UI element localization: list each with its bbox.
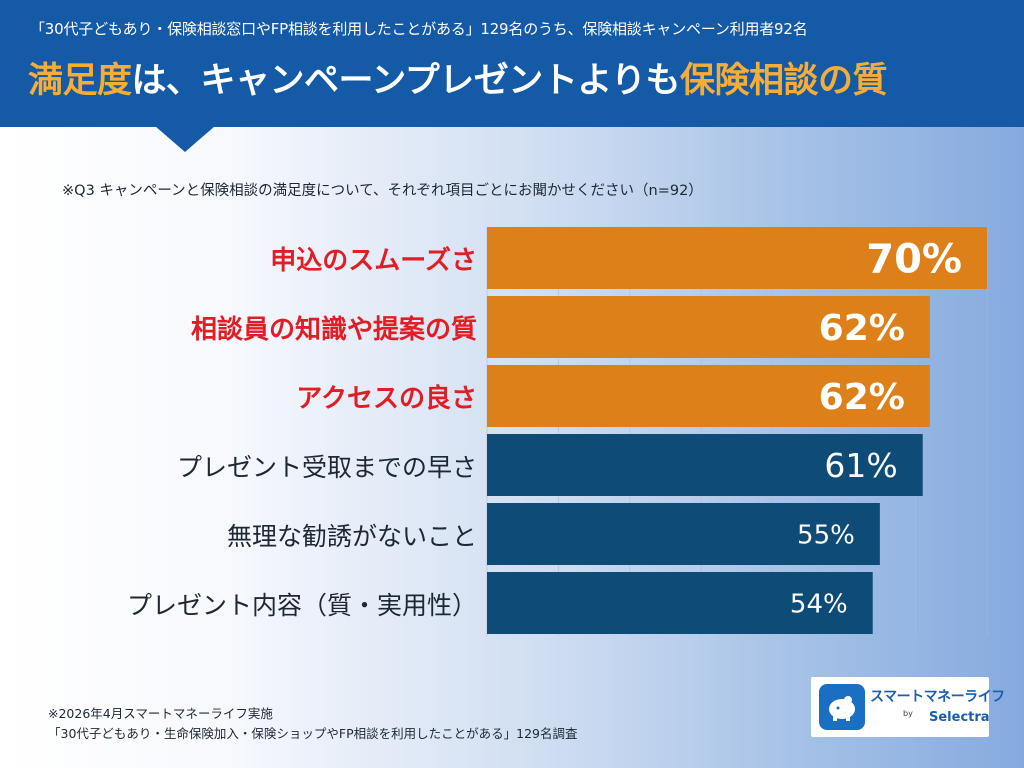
category-label: 申込のスムーズさ [270, 245, 477, 276]
bar [487, 296, 930, 358]
bar [487, 227, 987, 289]
value-label: 62% [819, 308, 905, 349]
value-label: 55% [797, 520, 855, 550]
piggy-bank-icon [819, 684, 865, 730]
category-label: 相談員の知識や提案の質 [191, 314, 477, 345]
header-banner: 「30代子どもあり・保険相談窓口やFP相談を利用したことがある」129名のうち、… [0, 0, 1024, 127]
logo-by: by [903, 709, 913, 718]
value-label: 70% [866, 236, 962, 282]
title-highlight-2: 保険相談の質 [680, 61, 888, 101]
category-label: アクセスの良さ [296, 383, 477, 414]
bar [487, 503, 880, 565]
value-label: 62% [819, 377, 905, 418]
category-label: プレゼント受取までの早さ [177, 453, 477, 482]
header-pointer [155, 126, 215, 152]
chart-title: 満足度は、キャンペーンプレゼントよりも保険相談の質 [28, 52, 1008, 103]
bar [487, 365, 930, 427]
bar [487, 572, 873, 634]
title-middle: は、キャンペーンプレゼントよりも [131, 61, 681, 101]
bar [487, 434, 923, 496]
brand-logo: スマートマネーライフ by Selectra [811, 677, 1005, 737]
logo-name: スマートマネーライフ [870, 689, 1005, 705]
category-label: プレゼント内容（質・実用性） [127, 591, 477, 620]
category-label: 無理な勧誘がないこと [227, 522, 477, 551]
survey-subtitle: 「30代子どもあり・保険相談窓口やFP相談を利用したことがある」129名のうち、… [30, 20, 808, 38]
logo-sub: Selectra [929, 710, 990, 725]
survey-question: ※Q3 キャンペーンと保険相談の満足度について、それぞれ項目ごとにお聞かせくださ… [62, 183, 703, 199]
title-highlight-1: 満足度 [28, 61, 132, 101]
value-label: 61% [824, 446, 897, 485]
footer-note: ※2026年4月スマートマネーライフ実施 「30代子どもあり・生命保険加入・保険… [48, 706, 578, 741]
value-label: 54% [790, 589, 848, 619]
